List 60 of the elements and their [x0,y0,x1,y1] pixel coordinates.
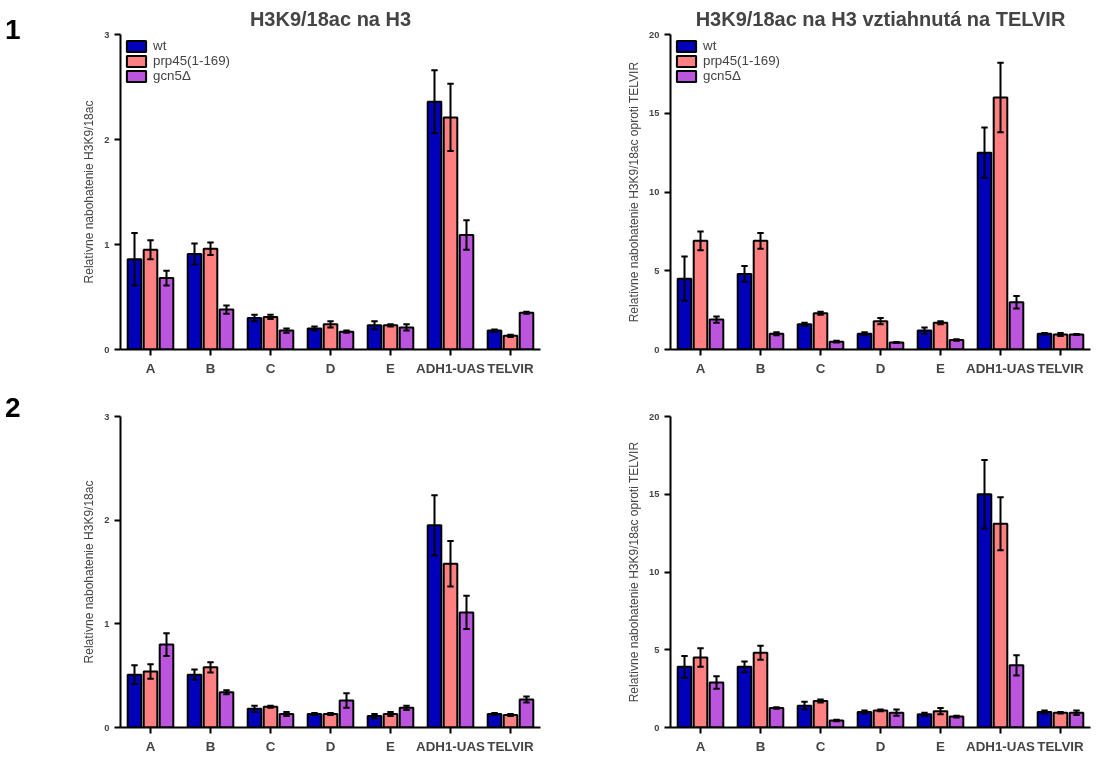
y-axis-title: Relatívne nabohatenie H3K9/18ac oproti TELVIR [627,61,642,323]
y-tick-label: 1 [104,618,110,629]
chart-title: H3K9/18ac na H3 [249,7,412,30]
legend-label: prp45(1-169) [703,53,781,68]
x-tick-label: C [265,738,276,754]
y-tick-label: 0 [654,722,660,733]
y-tick-label: 3 [104,29,110,40]
x-tick-label: ADH1-UAS [416,738,486,754]
x-tick-label: C [815,360,826,376]
chart-title: H3K9/18ac na H3 vztiahnutá na TELVIR [695,7,1066,30]
y-axis-title: Relatívne nabohatenie H3K9/18ac [82,480,97,664]
x-tick-label: E [386,360,396,376]
x-tick-label: TELVIR [487,360,535,376]
x-tick-label: A [695,738,706,754]
y-tick-label: 15 [649,489,660,500]
y-tick-label: 5 [654,644,660,655]
x-tick-label: B [205,738,216,754]
y-axis-title: Relatívne nabohatenie H3K9/18ac [82,100,97,284]
x-tick-label: A [145,360,156,376]
legend-label: gcn5Δ [703,68,741,83]
legend-label: prp45(1-169) [153,53,231,68]
y-tick-label: 20 [649,29,660,40]
y-tick-label: 2 [104,515,110,526]
x-tick-label: ADH1-UAS [416,360,486,376]
x-tick-label: ADH1-UAS [966,360,1036,376]
x-tick-label: C [265,360,276,376]
legend-label: wt [153,38,168,53]
x-tick-label: E [386,738,396,754]
x-tick-label: A [695,360,706,376]
y-axis-title: Relatívne nabohatenie H3K9/18ac oproti TELVIR [627,441,642,703]
y-tick-label: 15 [649,108,660,119]
y-tick-label: 0 [104,722,110,733]
legend-label: wt [703,38,718,53]
x-tick-label: A [145,738,156,754]
x-tick-label: TELVIR [1037,738,1085,754]
x-tick-label: D [325,360,336,376]
x-tick-label: D [875,738,886,754]
x-tick-label: B [755,738,766,754]
y-tick-label: 5 [654,265,660,276]
y-tick-label: 10 [649,187,660,197]
x-tick-label: D [325,738,336,754]
text: 2 [5,391,21,425]
y-tick-label: 1 [104,239,110,250]
x-tick-label: D [875,360,886,376]
y-tick-label: 2 [104,134,110,145]
text: 1 [5,13,21,47]
y-tick-label: 10 [649,567,660,577]
x-tick-label: B [755,360,766,376]
legend-label: gcn5Δ [153,68,191,83]
x-tick-label: TELVIR [1037,360,1085,376]
y-tick-label: 20 [649,411,660,422]
x-tick-label: E [936,738,946,754]
y-tick-label: 3 [104,411,110,422]
x-tick-label: B [205,360,216,376]
y-tick-label: 0 [104,344,110,355]
x-tick-label: C [815,738,826,754]
x-tick-label: TELVIR [487,738,535,754]
x-tick-label: ADH1-UAS [966,738,1036,754]
y-tick-label: 0 [654,344,660,355]
x-tick-label: E [936,360,946,376]
